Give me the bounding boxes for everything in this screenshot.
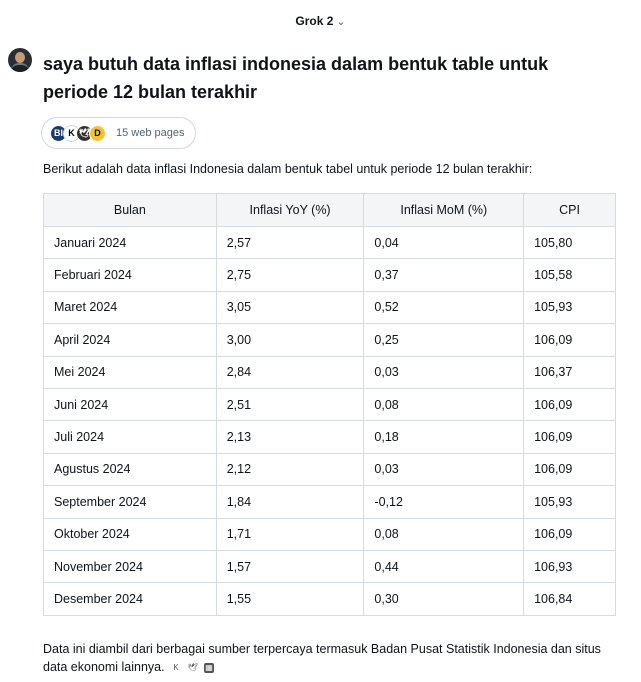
table-cell: Februari 2024 bbox=[43, 258, 217, 292]
source-grid-icon[interactable]: ▦ bbox=[204, 662, 215, 673]
table-cell: Desember 2024 bbox=[43, 582, 217, 616]
table-cell: 106,09 bbox=[523, 323, 616, 357]
table-row: April 2024 3,00 0,25 106,09 bbox=[43, 323, 616, 357]
table-cell: 1,57 bbox=[215, 549, 365, 584]
response-footer: Data ini diambil dari berbagai sumber te… bbox=[43, 640, 613, 676]
table-cell: 0,44 bbox=[363, 549, 525, 584]
sources-button[interactable]: BI K 🕊 D 15 web pages bbox=[41, 117, 196, 149]
table-cell: 106,09 bbox=[523, 517, 616, 551]
table-cell: 0,08 bbox=[363, 387, 525, 422]
table-cell: Mei 2024 bbox=[43, 355, 217, 389]
table-cell: 2,57 bbox=[215, 225, 365, 260]
table-cell: November 2024 bbox=[43, 549, 217, 584]
source-k-icon[interactable]: K bbox=[173, 662, 179, 672]
column-header: CPI bbox=[523, 193, 616, 227]
source-favicons: BI K 🕊 D bbox=[50, 124, 106, 142]
table-cell: 0,04 bbox=[363, 225, 525, 260]
table-cell: 0,08 bbox=[363, 517, 525, 551]
table-row: November 2024 1,57 0,44 106,93 bbox=[43, 549, 616, 584]
column-header: Inflasi YoY (%) bbox=[215, 193, 365, 227]
source-bird-icon[interactable]: 🕊 bbox=[187, 662, 198, 672]
table-cell: 105,93 bbox=[523, 290, 616, 325]
response-intro: Berikut adalah data inflasi Indonesia da… bbox=[43, 162, 533, 176]
table-cell: 0,52 bbox=[363, 290, 525, 325]
footer-text: Data ini diambil dari berbagai sumber te… bbox=[43, 642, 601, 674]
table-cell: Juli 2024 bbox=[43, 420, 217, 454]
table-cell: 0,03 bbox=[363, 355, 525, 389]
table-header-row: Bulan Inflasi YoY (%) Inflasi MoM (%) CP… bbox=[43, 193, 616, 227]
table-cell: 0,25 bbox=[363, 323, 525, 357]
inflation-table: Bulan Inflasi YoY (%) Inflasi MoM (%) CP… bbox=[43, 193, 616, 616]
user-question: saya butuh data inflasi indonesia dalam … bbox=[43, 54, 549, 102]
table-row: Juni 2024 2,51 0,08 106,09 bbox=[43, 387, 616, 422]
table-cell: 106,09 bbox=[523, 387, 616, 422]
table-cell: 106,93 bbox=[523, 549, 616, 584]
favicon-icon: D bbox=[89, 124, 106, 142]
table-row: Mei 2024 2,84 0,03 106,37 bbox=[43, 355, 616, 389]
table-cell: September 2024 bbox=[43, 485, 217, 519]
table-row: Juli 2024 2,13 0,18 106,09 bbox=[43, 420, 616, 454]
table-row: Februari 2024 2,75 0,37 105,58 bbox=[43, 258, 616, 292]
user-avatar bbox=[8, 48, 32, 72]
column-header: Bulan bbox=[43, 193, 217, 227]
table-cell: 2,12 bbox=[215, 452, 365, 487]
table-cell: 2,75 bbox=[215, 258, 365, 292]
table-row: Desember 2024 1,55 0,30 106,84 bbox=[43, 582, 616, 616]
table-cell: Januari 2024 bbox=[43, 225, 217, 260]
table-cell: 2,51 bbox=[215, 387, 365, 422]
table-cell: 0,03 bbox=[363, 452, 525, 487]
table-cell: Agustus 2024 bbox=[43, 452, 217, 487]
table-cell: 2,13 bbox=[215, 420, 365, 454]
table-cell: 1,71 bbox=[215, 517, 365, 551]
table-row: Agustus 2024 2,12 0,03 106,09 bbox=[43, 452, 616, 487]
table-cell: 106,84 bbox=[523, 582, 616, 616]
table-cell: 105,93 bbox=[523, 485, 616, 519]
table-cell: 0,30 bbox=[363, 582, 525, 616]
table-row: Oktober 2024 1,71 0,08 106,09 bbox=[43, 517, 616, 551]
table-cell: Maret 2024 bbox=[43, 290, 217, 325]
table-cell: 1,55 bbox=[215, 582, 365, 616]
model-label: Grok 2 bbox=[295, 14, 334, 28]
table-cell: 106,09 bbox=[523, 452, 616, 487]
table-cell: 105,80 bbox=[523, 225, 616, 260]
sources-label: 15 web pages bbox=[116, 127, 185, 139]
table-cell: 106,37 bbox=[523, 355, 616, 389]
table-row: September 2024 1,84 -0,12 105,93 bbox=[43, 485, 616, 519]
table-cell: Oktober 2024 bbox=[43, 517, 217, 551]
table-cell: 3,00 bbox=[215, 323, 365, 357]
table-cell: -0,12 bbox=[363, 485, 525, 519]
chevron-down-icon: ⌄ bbox=[336, 16, 346, 28]
table-cell: 2,84 bbox=[215, 355, 365, 389]
table-row: Januari 2024 2,57 0,04 105,80 bbox=[43, 225, 616, 260]
model-selector[interactable]: Grok 2 ⌄ bbox=[0, 14, 641, 28]
column-header: Inflasi MoM (%) bbox=[363, 193, 525, 227]
table-cell: April 2024 bbox=[43, 323, 217, 357]
table-cell: Juni 2024 bbox=[43, 387, 217, 422]
table-row: Maret 2024 3,05 0,52 105,93 bbox=[43, 290, 616, 325]
table-cell: 3,05 bbox=[215, 290, 365, 325]
table-cell: 0,18 bbox=[363, 420, 525, 454]
table-cell: 0,37 bbox=[363, 258, 525, 292]
table-cell: 106,09 bbox=[523, 420, 616, 454]
table-cell: 1,84 bbox=[215, 485, 365, 519]
table-cell: 105,58 bbox=[523, 258, 616, 292]
